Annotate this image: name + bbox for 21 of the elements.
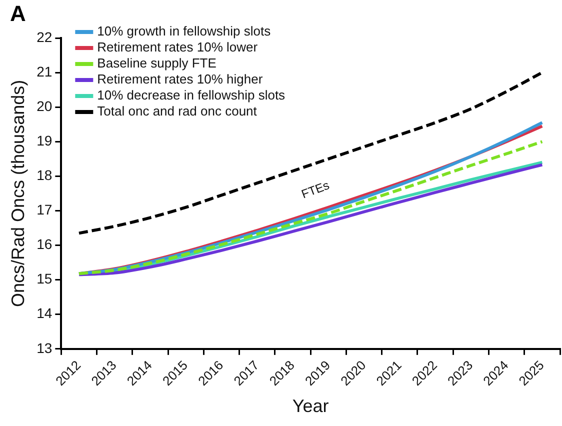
y-tick-label: 15 [36,270,52,287]
y-tick-label: 18 [36,167,52,184]
y-tick-label: 22 [36,28,52,45]
y-axis-title: Oncs/Rad Oncs (thousands) [8,80,28,308]
y-tick-label: 13 [36,340,52,356]
y-tick-label: 16 [36,236,52,252]
y-tick-label: 14 [36,305,52,322]
legend-label: Baseline supply FTE [97,56,217,71]
annotation: FTEs [299,178,332,202]
y-tick-label: 21 [36,63,52,80]
y-tick-label: 20 [36,98,52,114]
legend-label: Total onc and rad onc count [97,104,258,119]
legend-label: Retirement rates 10% lower [97,40,258,55]
line-series [77,71,544,235]
y-tick-label: 17 [36,202,52,218]
x-axis-title: Year [292,396,329,416]
legend-label: 10% growth in fellowship slots [97,24,272,39]
legend-label: Retirement rates 10% higher [97,72,264,87]
legend-label: 10% decrease in fellowship slots [97,88,286,103]
y-tick-label: 19 [36,132,52,148]
chart-title: A [10,1,26,26]
